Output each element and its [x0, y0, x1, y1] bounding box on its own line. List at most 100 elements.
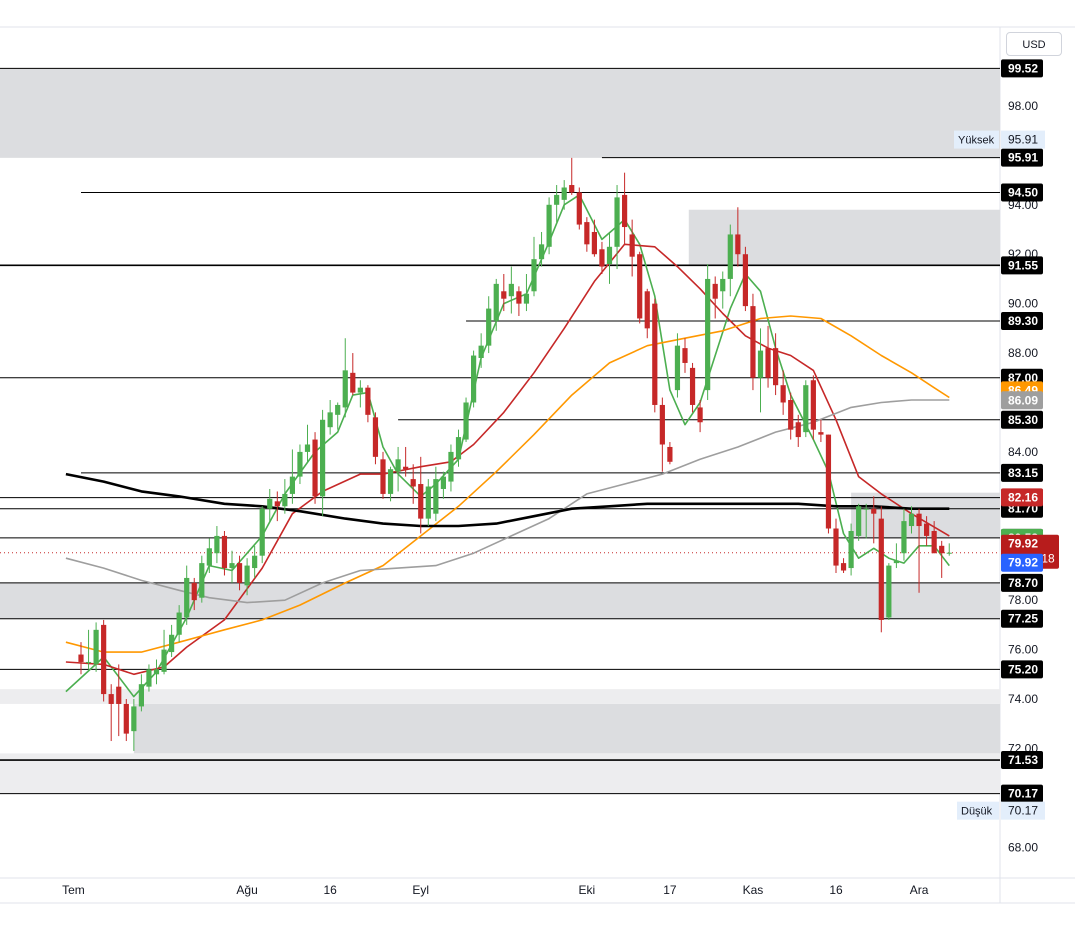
level-tag-label: 83.15: [1008, 466, 1038, 480]
candle-body: [236, 563, 243, 583]
candle-body: [350, 372, 356, 393]
x-tick-label: Kas: [743, 883, 764, 897]
candle: [372, 412, 379, 465]
candle: [788, 392, 794, 440]
price-axis: 68.0070.0072.0074.0076.0078.0080.0082.00…: [954, 59, 1059, 854]
candle: [440, 471, 446, 499]
y-tick-label: 98.00: [1008, 99, 1038, 113]
candle-body: [780, 385, 786, 403]
candle: [622, 172, 628, 245]
candle-body: [516, 291, 522, 304]
currency-button[interactable]: USD: [1006, 32, 1062, 56]
candle: [455, 429, 462, 467]
candle-body: [863, 508, 869, 510]
candle: [531, 236, 537, 297]
candle-body: [214, 535, 220, 554]
price-tag-label: 79.92: [1008, 556, 1038, 570]
candle: [252, 545, 258, 578]
candle-body: [531, 259, 537, 292]
candle: [289, 449, 295, 504]
candle: [561, 180, 567, 210]
x-tick-label: Tem: [62, 883, 85, 897]
candle: [931, 521, 937, 554]
candle: [153, 659, 160, 685]
candle-body: [803, 385, 809, 433]
candle-body: [365, 387, 371, 415]
candle-body: [101, 624, 107, 695]
level-tag: [1001, 784, 1043, 803]
candle-body: [712, 283, 718, 299]
candle: [682, 338, 688, 373]
candle: [350, 353, 356, 396]
time-axis: 6TemAğu16EylEki17Kas16Ara: [62, 883, 929, 897]
candle-body: [131, 706, 137, 732]
candle: [538, 231, 545, 267]
high-marker-bg: [954, 130, 999, 149]
candle-body: [856, 506, 862, 536]
candle: [810, 375, 816, 440]
high-marker-label: Yüksek: [958, 135, 995, 147]
candle-body: [742, 254, 748, 307]
price-tag: [1001, 553, 1043, 572]
candle: [674, 333, 681, 398]
candle-body: [289, 476, 295, 494]
candle: [108, 684, 114, 742]
candle-body: [206, 548, 212, 566]
high-marker-value: 95.91: [1008, 133, 1038, 147]
candle-body: [395, 459, 401, 472]
candle-body: [380, 459, 386, 494]
candle-body: [705, 278, 711, 391]
y-tick-label: 78.00: [1008, 593, 1038, 607]
candle: [320, 409, 326, 517]
candle-body: [682, 348, 688, 363]
candle: [199, 555, 205, 603]
candle: [501, 273, 507, 312]
candle: [448, 444, 454, 492]
candle-body: [78, 654, 84, 662]
level-tag: [1001, 660, 1043, 679]
y-tick-label: 74.00: [1008, 692, 1038, 706]
candle-body: [463, 402, 469, 440]
low-marker-label: Düşük: [961, 806, 993, 818]
candle-body: [184, 577, 190, 618]
candle-body: [629, 234, 635, 257]
candle: [667, 442, 673, 465]
y-tick-label: 88.00: [1008, 346, 1038, 360]
candle: [116, 664, 122, 737]
candle-body: [244, 565, 250, 586]
candle: [365, 385, 371, 423]
candle-body: [471, 355, 477, 403]
candle-body: [871, 508, 877, 514]
candle: [871, 496, 877, 544]
candle: [191, 577, 197, 611]
level-tag-label: 89.30: [1008, 314, 1038, 328]
candle-body: [727, 234, 733, 279]
candle-body: [93, 629, 99, 665]
candle: [282, 479, 288, 514]
plot-area: [0, 67, 1000, 795]
level-tag-label: 77.25: [1008, 612, 1038, 626]
candle: [297, 444, 303, 485]
candle-body: [169, 634, 175, 653]
candle: [93, 622, 99, 672]
candle: [304, 424, 311, 462]
candle: [101, 619, 107, 702]
candle: [508, 266, 514, 314]
price-tag-label: 86.09: [1008, 393, 1038, 407]
candle-body: [901, 521, 907, 554]
candle-body: [886, 565, 892, 618]
low-marker-value: 70.17: [1008, 804, 1038, 818]
candle-body: [659, 404, 665, 445]
candle-body: [274, 501, 280, 507]
candle-body: [418, 484, 424, 519]
candle: [825, 434, 832, 534]
candle: [848, 523, 854, 576]
candle-body: [387, 469, 394, 494]
level-tag-label: 87.00: [1008, 371, 1038, 385]
level-tag-label: 75.20: [1008, 662, 1038, 676]
candle-body: [153, 669, 160, 675]
candle-body: [116, 686, 122, 704]
candle: [803, 380, 809, 438]
